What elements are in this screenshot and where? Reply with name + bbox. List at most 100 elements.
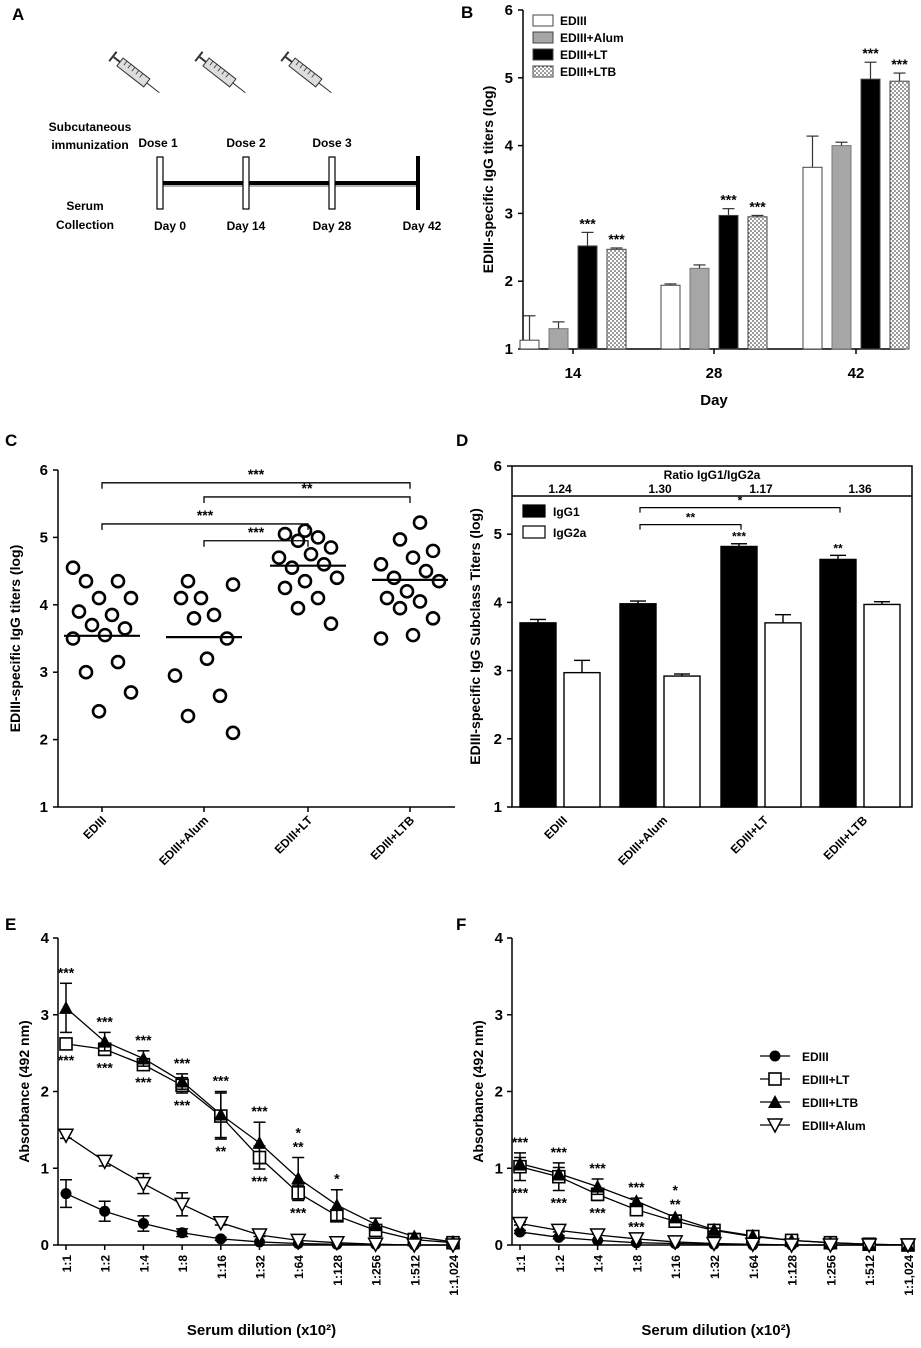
panel-f: 0 1 2 3 4 Absorbance (492 nm) Serum dilution (…: [470, 930, 917, 1339]
marker-lt: [59, 1037, 73, 1051]
marker-alum: [96, 1154, 113, 1170]
bar: [548, 328, 569, 350]
y-tick-label: 4: [40, 597, 49, 614]
x-tick-label: 28: [706, 365, 723, 382]
data-point: [373, 631, 389, 646]
y-tick-label: 4: [505, 138, 514, 155]
x-tick-label: 1:128: [786, 1255, 800, 1286]
legend-swatch: [532, 65, 554, 78]
plot-frame: [511, 465, 913, 808]
immunization-label-1: Subcutaneous: [49, 120, 132, 134]
data-point: [110, 573, 126, 589]
data-point: [418, 563, 434, 579]
significance-label: ***: [589, 1160, 606, 1176]
marker-alum: [367, 1237, 384, 1253]
bar: [889, 80, 910, 350]
syringe-barrel: [288, 57, 323, 88]
significance-label: ***: [58, 964, 75, 980]
marker-ltb: [97, 1034, 112, 1048]
timeline-end-marker: [416, 156, 420, 210]
y-tick-label: 4: [494, 594, 503, 611]
significance-label: **: [302, 480, 313, 496]
significance-label: ***: [248, 524, 265, 540]
data-point: [193, 590, 209, 606]
syringe-grade: [213, 63, 218, 69]
legend-label: EDIII+LT: [802, 1073, 850, 1087]
y-axis-title: Absorbance (492 nm): [470, 1020, 486, 1162]
x-axis-title: Serum dilution (x10²): [187, 1322, 336, 1339]
day-label: Day 42: [403, 219, 442, 233]
y-tick-label: 0: [495, 1237, 503, 1254]
marker-alum: [766, 1118, 784, 1134]
significance-label: **: [215, 1143, 226, 1159]
marker-edIII: [176, 1227, 188, 1239]
syringe-icon: [108, 51, 160, 94]
marker-alum: [899, 1238, 917, 1254]
marker-alum: [135, 1176, 152, 1193]
significance-label: ***: [720, 192, 737, 208]
panel-label-d: D: [456, 431, 468, 450]
x-tick-label: 1:256: [824, 1255, 838, 1286]
data-point: [277, 526, 293, 542]
y-tick-label: 1: [495, 1160, 503, 1177]
x-tick-label: EDIII: [80, 813, 109, 842]
bar: [802, 166, 823, 350]
bar: [764, 622, 802, 808]
data-point: [425, 610, 441, 626]
bar: [720, 545, 758, 808]
ratio-title: Ratio IgG1/IgG2a: [664, 468, 761, 482]
y-axis-title: EDIII-specific IgG titers (log): [480, 86, 496, 273]
significance-label: ***: [213, 1073, 230, 1089]
significance-label: ***: [174, 1055, 191, 1071]
marker-alum: [550, 1223, 568, 1240]
data-point: [65, 560, 81, 576]
data-point: [323, 616, 339, 631]
bar: [577, 245, 598, 350]
data-point: [199, 651, 215, 667]
marker-alum: [251, 1228, 268, 1244]
data-point: [412, 594, 428, 609]
dose-label: Dose 3: [312, 136, 352, 150]
y-tick-label: 3: [495, 1007, 503, 1024]
bar: [563, 671, 601, 808]
x-tick-label: 1:512: [408, 1255, 422, 1286]
x-tick-label: EDIII+LTB: [368, 813, 418, 863]
x-tick-label: 14: [565, 365, 582, 382]
y-tick-label: 3: [40, 664, 48, 681]
dose-label: Dose 1: [138, 136, 178, 150]
significance-label: ***: [135, 1032, 152, 1048]
data-point: [225, 577, 241, 592]
ratio-value: 1.17: [749, 482, 773, 496]
marker-alum: [822, 1238, 839, 1254]
y-tick-label: 6: [494, 458, 502, 475]
legend-label: EDIII+Alum: [560, 31, 624, 45]
data-point: [225, 725, 241, 741]
data-point: [173, 590, 189, 606]
bar: [718, 214, 739, 350]
marker-alum: [289, 1233, 307, 1249]
significance-label: ***: [97, 1059, 114, 1075]
data-point: [65, 631, 81, 646]
x-tick-label: 1:512: [863, 1255, 877, 1286]
significance-label: ***: [589, 1204, 606, 1220]
marker-alum: [705, 1236, 723, 1253]
significance-bracket: [203, 496, 411, 503]
data-point: [425, 543, 441, 559]
marker-edIII: [60, 1188, 72, 1200]
x-tick-label: 1:2: [553, 1255, 567, 1273]
y-tick-label: 5: [40, 529, 48, 546]
y-tick-label: 6: [505, 2, 513, 19]
syringe-needle: [146, 82, 160, 94]
panel-b: 1 2 3 4 5 6 EDIII-specific IgG titers (log) Day…: [480, 2, 910, 409]
bar: [660, 284, 681, 350]
panel-label-a: A: [12, 5, 24, 24]
legend-swatch: [522, 504, 546, 518]
marker-edIII: [99, 1205, 111, 1217]
syringe-needle: [232, 82, 246, 94]
y-tick-label: 3: [494, 663, 502, 680]
marker-edIII: [769, 1050, 781, 1062]
data-point: [329, 570, 345, 586]
marker-ltb: [590, 1179, 605, 1193]
marker-edIII: [215, 1233, 227, 1245]
marker-alum: [628, 1232, 645, 1248]
